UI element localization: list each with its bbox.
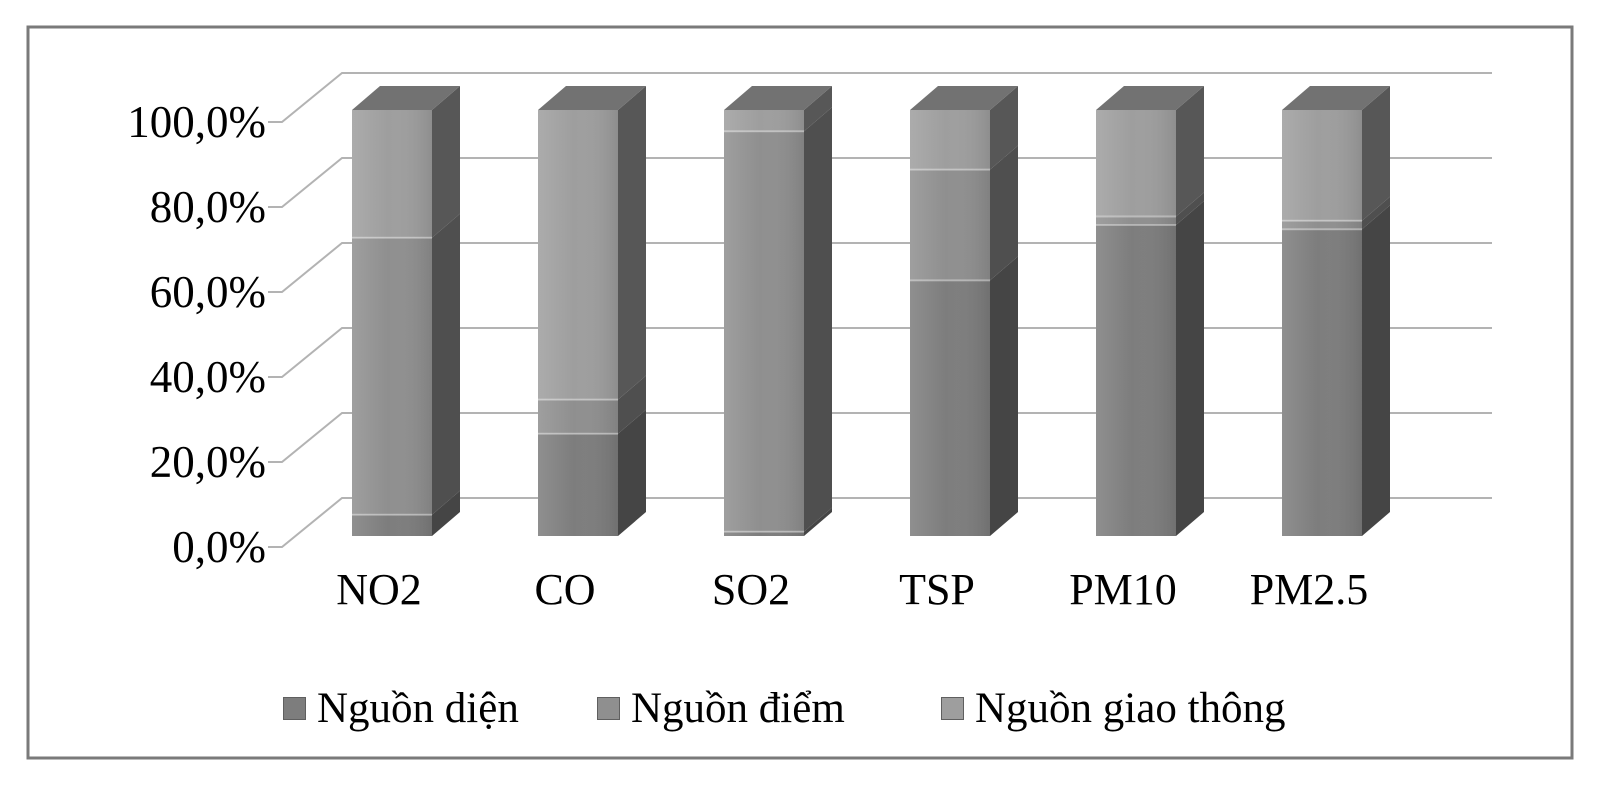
legend-item-nguon-giao-thong: Nguồn giao thông (941, 684, 1286, 732)
bar-PM10-segment-side (1176, 192, 1204, 226)
y-tick-label: 80,0% (150, 182, 266, 232)
bar-PM10-segment-side (1176, 201, 1204, 536)
legend-swatch-nguon-dien (283, 696, 306, 720)
bar-NO2-segment-side (432, 213, 460, 515)
bar-SO2-segment-side (804, 507, 832, 536)
legend-label-nguon-giao-thong: Nguồn giao thông (975, 684, 1286, 732)
y-tick-label: 100,0% (127, 97, 266, 147)
bar-CO-shading (538, 110, 618, 536)
y-tick-label: 60,0% (150, 267, 266, 317)
bar-NO2-segment-side (432, 490, 460, 536)
bar-TSP-segment-side (990, 145, 1018, 281)
bar-NO2-top-face (352, 86, 460, 110)
bar-TSP-segment-side (990, 256, 1018, 536)
bar-PM10-segment-side (1176, 86, 1204, 217)
legend-swatch-nguon-diem (597, 696, 620, 720)
x-category-label-TSP: TSP (899, 565, 975, 614)
bar-SO2-shading (724, 110, 804, 536)
legend-item-nguon-diem: Nguồn điểm (597, 684, 845, 732)
legend-item-nguon-dien: Nguồn diện (283, 684, 519, 732)
bar-NO2-segment-side (432, 86, 460, 238)
bar-CO-segment-side (618, 409, 646, 536)
bar-TSP-shading (910, 110, 990, 536)
legend-swatch-nguon-giao-thong (941, 696, 964, 720)
x-category-label-CO: CO (534, 565, 595, 614)
x-category-label-PM2.5: PM2.5 (1250, 565, 1369, 614)
figure-border (26, 25, 1574, 760)
bar-PM10-top-face (1096, 86, 1204, 110)
bar-TSP-segment-side (990, 86, 1018, 170)
y-tick-label: 40,0% (150, 352, 266, 402)
bar-PM2.5-segment-side (1362, 205, 1390, 536)
legend-label-nguon-dien: Nguồn diện (317, 684, 519, 732)
bar-PM2.5-segment-side (1362, 86, 1390, 221)
x-category-label-PM10: PM10 (1069, 565, 1177, 614)
bar-SO2-top-face (724, 86, 832, 110)
x-category-label-SO2: SO2 (712, 565, 790, 614)
bar-SO2-segment-side (804, 107, 832, 532)
gridline-1000 (268, 72, 1492, 123)
legend-label-nguon-diem: Nguồn điểm (631, 684, 845, 732)
y-tick-label: 20,0% (150, 437, 266, 487)
bar-PM2.5-top-face (1282, 86, 1390, 110)
bar-CO-top-face (538, 86, 646, 110)
bar-CO-segment-side (618, 86, 646, 400)
bar-TSP-top-face (910, 86, 1018, 110)
x-category-label-NO2: NO2 (336, 565, 422, 614)
bar-PM2.5-shading (1282, 110, 1362, 536)
bar-PM10-shading (1096, 110, 1176, 536)
bar-PM2.5-segment-side (1362, 196, 1390, 230)
y-tick-label: 0,0% (172, 522, 266, 572)
bar-NO2-shading (352, 110, 432, 536)
bar-CO-segment-side (618, 375, 646, 434)
bar-SO2-segment-side (804, 86, 832, 132)
